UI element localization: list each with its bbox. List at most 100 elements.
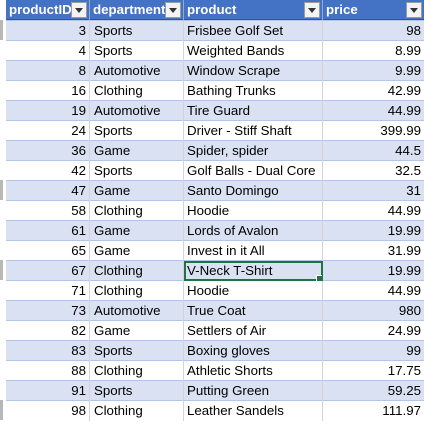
cell-productid[interactable]: 98	[6, 401, 90, 421]
cell-productid[interactable]: 19	[6, 101, 90, 121]
cell-product[interactable]: Tire Guard	[184, 101, 323, 121]
cell-department[interactable]: Automotive	[90, 301, 184, 321]
cell-department[interactable]: Game	[90, 181, 184, 201]
cell-department[interactable]: Clothing	[90, 281, 184, 301]
cell-product[interactable]: Driver - Stiff Shaft	[184, 121, 323, 141]
cell-productid[interactable]: 8	[6, 61, 90, 81]
cell-price[interactable]: 44.99	[387, 103, 421, 118]
cell-product[interactable]: Santo Domingo	[184, 181, 323, 201]
cell-product[interactable]: Putting Green	[184, 381, 323, 401]
table-row: 61 Game Lords of Avalon 19.99	[6, 220, 424, 241]
header-product[interactable]: product	[184, 0, 323, 20]
cell-productid[interactable]: 83	[6, 341, 90, 361]
cell-product[interactable]: Athletic Shorts	[184, 361, 323, 381]
cell-price[interactable]: 31	[406, 183, 421, 198]
cell-price[interactable]: 19.99	[387, 263, 421, 278]
cell-department[interactable]: Game	[90, 241, 184, 261]
cell-product[interactable]: Frisbee Golf Set	[184, 21, 323, 41]
cell-department[interactable]: Sports	[90, 381, 184, 401]
cell-department[interactable]: Game	[90, 321, 184, 341]
cell-department[interactable]: Automotive	[90, 61, 184, 81]
cell-productid[interactable]: 65	[6, 241, 90, 261]
cell-price[interactable]: 32.5	[395, 163, 421, 178]
cell-productid[interactable]: 82	[6, 321, 90, 341]
cell-productid[interactable]: 24	[6, 121, 90, 141]
table-row: 42 Sports Golf Balls - Dual Core 32.5	[6, 160, 424, 181]
header-price[interactable]: price	[323, 0, 424, 20]
cell-department[interactable]: Sports	[90, 161, 184, 181]
cell-product[interactable]: Window Scrape	[184, 61, 323, 81]
cell-price[interactable]: 31.99	[387, 243, 421, 258]
cell-price[interactable]: 44.99	[387, 283, 421, 298]
cell-productid[interactable]: 91	[6, 381, 90, 401]
filter-dropdown-icon[interactable]	[304, 2, 320, 18]
cell-department[interactable]: Clothing	[90, 201, 184, 221]
cell-department[interactable]: Sports	[90, 121, 184, 141]
active-cell[interactable]: V-Neck T-Shirt	[184, 261, 323, 281]
cell-product[interactable]: Hoodie	[184, 201, 323, 221]
cell-productid[interactable]: 73	[6, 301, 90, 321]
cell-productid[interactable]: 42	[6, 161, 90, 181]
cell-productid[interactable]: 71	[6, 281, 90, 301]
cell-department[interactable]: Clothing	[90, 361, 184, 381]
table-row: 8 Automotive Window Scrape 9.99	[6, 60, 424, 81]
cell-price[interactable]: 399.99	[380, 123, 421, 138]
header-productid[interactable]: productID	[6, 0, 90, 20]
cell-price[interactable]: 24.99	[387, 323, 421, 338]
cell-department[interactable]: Sports	[90, 21, 184, 41]
cell-price[interactable]: 44.99	[387, 203, 421, 218]
cell-productid[interactable]: 47	[6, 181, 90, 201]
cell-product[interactable]: Boxing gloves	[184, 341, 323, 361]
cell-price[interactable]: 44.5	[395, 143, 421, 158]
cell-price[interactable]: 980	[398, 303, 421, 318]
cell-price[interactable]: 8.99	[395, 43, 421, 58]
cell-price[interactable]: 9.99	[395, 63, 421, 78]
cell-productid[interactable]: 4	[6, 41, 90, 61]
spreadsheet-table: productID department product price 3 Spor…	[6, 0, 424, 421]
cell-price[interactable]: 98	[406, 23, 421, 38]
cell-productid[interactable]: 58	[6, 201, 90, 221]
cell-price[interactable]: 111.97	[382, 403, 421, 418]
cell-product[interactable]: Lords of Avalon	[184, 221, 323, 241]
cell-department[interactable]: Automotive	[90, 101, 184, 121]
cell-product[interactable]: Invest in it All	[184, 241, 323, 261]
filter-dropdown-icon[interactable]	[406, 2, 422, 18]
cell-price[interactable]: 17.75	[387, 363, 421, 378]
cell-price[interactable]: 99	[406, 343, 421, 358]
header-row: productID department product price	[6, 0, 424, 20]
cell-product[interactable]: Bathing Trunks	[184, 81, 323, 101]
filter-dropdown-icon[interactable]	[71, 2, 87, 18]
cell-productid[interactable]: 61	[6, 221, 90, 241]
cell-product[interactable]: Hoodie	[184, 281, 323, 301]
cell-price[interactable]: 42.99	[387, 83, 421, 98]
cell-product[interactable]: Settlers of Air	[184, 321, 323, 341]
cell-productid[interactable]: 36	[6, 141, 90, 161]
cell-price[interactable]: 19.99	[387, 223, 421, 238]
cell-product[interactable]: Weighted Bands	[184, 41, 323, 61]
cell-productid[interactable]: 16	[6, 81, 90, 101]
cell-department[interactable]: Sports	[90, 341, 184, 361]
cell-department[interactable]: Clothing	[90, 261, 184, 281]
cell-product[interactable]: Leather Sandels	[184, 401, 323, 421]
cell-product[interactable]: Golf Balls - Dual Core	[184, 161, 323, 181]
cell-department[interactable]: Clothing	[90, 81, 184, 101]
cell-department[interactable]: Game	[90, 141, 184, 161]
cell-department[interactable]: Sports	[90, 41, 184, 61]
cell-product[interactable]: True Coat	[184, 301, 323, 321]
cell-department[interactable]: Clothing	[90, 401, 184, 421]
table-row: 83 Sports Boxing gloves 99	[6, 340, 424, 361]
cell-productid[interactable]: 67	[6, 261, 90, 281]
table-row: 73 Automotive True Coat 980	[6, 300, 424, 321]
cell-product[interactable]: Spider, spider	[184, 141, 323, 161]
table-row: 47 Game Santo Domingo 31	[6, 180, 424, 201]
cell-productid[interactable]: 88	[6, 361, 90, 381]
cell-productid[interactable]: 3	[6, 21, 90, 41]
cell-price[interactable]: 59.25	[387, 383, 421, 398]
row-selection-marker	[0, 400, 3, 420]
header-department[interactable]: department	[90, 0, 184, 20]
filter-dropdown-icon[interactable]	[165, 2, 181, 18]
table-row: 71 Clothing Hoodie 44.99	[6, 280, 424, 301]
table-row: 91 Sports Putting Green 59.25	[6, 380, 424, 401]
table-row: 4 Sports Weighted Bands 8.99	[6, 40, 424, 61]
cell-department[interactable]: Game	[90, 221, 184, 241]
